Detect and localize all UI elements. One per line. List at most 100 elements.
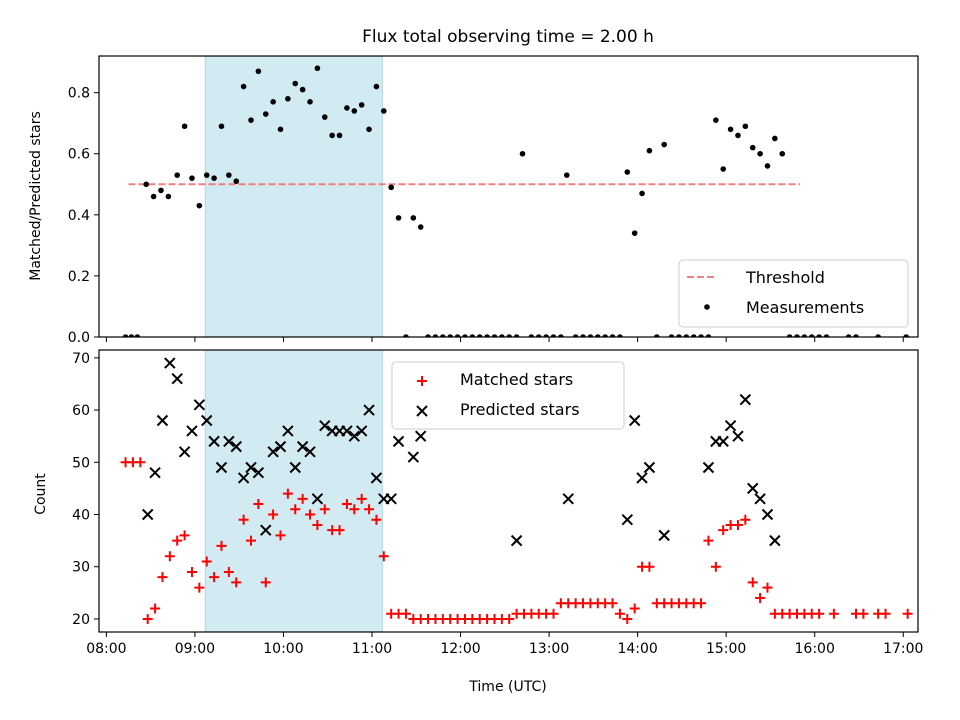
measurement-point [713, 117, 719, 123]
measurement-point [321, 114, 328, 120]
measurement-point [299, 86, 306, 93]
matched-star-point [349, 504, 360, 515]
legend: Threshold Measurements [678, 259, 909, 328]
y-tick-label: 30 [72, 560, 90, 576]
matched-star-point [260, 577, 271, 588]
measurement-point [794, 334, 800, 337]
predicted-star-point [717, 435, 729, 448]
matched-star-point [216, 540, 227, 551]
predicted-star-point [621, 514, 633, 526]
data-markers [120, 357, 913, 624]
measurement-point [550, 334, 557, 337]
measurement-point [189, 175, 195, 181]
x-tick-label: 11:00 [352, 641, 392, 657]
matched-star-point [282, 488, 293, 499]
x-tick-label: 14:00 [617, 641, 657, 657]
y-axis-label-ratio: Matched/Predicted stars [28, 111, 44, 281]
y-tick-label: 0.2 [68, 269, 90, 285]
predicted-star-point [237, 472, 250, 484]
measurement-point [329, 132, 335, 139]
predicted-star-point [348, 430, 360, 442]
matched-star-point [142, 613, 153, 624]
measurement-point [469, 334, 476, 337]
x-tick-label: 10:00 [263, 641, 303, 657]
predicted-star-point [355, 425, 368, 437]
measurement-point [853, 334, 859, 337]
predicted-star-point [289, 461, 301, 474]
shaded-interval [204, 55, 383, 338]
axes-frame [98, 55, 919, 338]
predicted-star-point [754, 493, 766, 505]
predicted-star-point [636, 472, 648, 484]
measurement-point [351, 108, 358, 114]
matched-star-point [223, 566, 234, 577]
matched-star-point [172, 535, 183, 546]
predicted-star-point [201, 414, 213, 427]
measurement-point [150, 193, 157, 200]
measurement-point [786, 334, 793, 337]
predicted-star-point [186, 425, 198, 437]
y-tick-label: 70 [72, 351, 90, 367]
measurement-point [617, 334, 623, 337]
predicted-star-point [164, 357, 176, 369]
legend-matched-label: Matched stars [460, 370, 573, 389]
measurement-point [816, 334, 822, 337]
x-tick-label: 15:00 [706, 641, 746, 657]
measurement-point [749, 144, 756, 151]
matched-star-point [740, 514, 751, 525]
measurement-point [134, 334, 141, 337]
legend-predicted-swatch [416, 405, 428, 417]
matched-star-point [209, 572, 220, 583]
measurement-point [779, 150, 786, 157]
predicted-star-point [304, 446, 316, 458]
predicted-star-point [761, 508, 774, 521]
measurement-point [181, 123, 188, 130]
measurement-point [823, 334, 830, 337]
predicted-star-point [363, 404, 375, 416]
predicted-star-point [739, 393, 752, 406]
predicted-star-point [414, 430, 427, 442]
matched-star-point [710, 561, 721, 572]
predicted-star-point [141, 508, 154, 521]
matched-star-point [732, 519, 743, 530]
measurement-point [587, 334, 594, 337]
measurement-point [735, 132, 741, 139]
matched-star-point [828, 608, 839, 619]
measurement-point [654, 334, 660, 337]
matched-star-point [718, 525, 729, 536]
predicted-star-point [407, 451, 420, 463]
measurement-point [336, 132, 343, 139]
measurement-point [432, 334, 439, 337]
measurement-point [572, 334, 579, 337]
measurement-point [491, 334, 498, 337]
legend-matched-swatch [417, 376, 427, 386]
matched-star-point [644, 561, 655, 572]
measurement-point [757, 150, 763, 157]
measurement-point [484, 334, 490, 337]
measurement-point [535, 334, 542, 337]
measurement-point [727, 126, 734, 133]
measurement-point [388, 184, 394, 191]
matched-star-point [157, 572, 168, 583]
matched-star-point [622, 613, 633, 624]
matched-star-point [755, 593, 766, 604]
chart-title: Flux total observing time = 2.00 h [362, 27, 654, 47]
legend-measurement-label: Measurements [746, 298, 864, 317]
measurement-point [476, 334, 483, 337]
predicted-star-point [702, 461, 715, 474]
matched-star-point [614, 608, 625, 619]
measurement-point [690, 334, 697, 337]
measurement-point [277, 126, 284, 133]
matched-star-point [364, 504, 375, 515]
measurement-point [417, 224, 424, 230]
measurement-point [128, 334, 135, 337]
data-markers [122, 65, 909, 337]
measurement-point [373, 83, 380, 90]
predicted-star-point [724, 420, 737, 432]
x-tick-label: 08:00 [86, 641, 126, 657]
axes-frame [98, 349, 919, 633]
matched-star-point [378, 551, 389, 562]
predicted-star-point [208, 435, 220, 448]
matched-star-point [164, 551, 175, 562]
